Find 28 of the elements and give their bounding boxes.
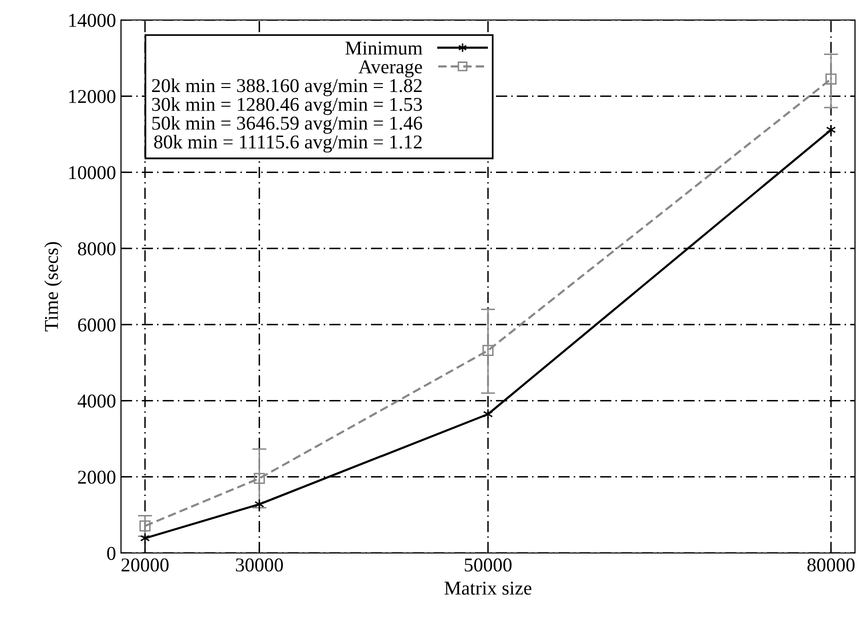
x-axis-title: Matrix size	[444, 582, 532, 595]
annotation: 50k min = 3646.59 avg/min = 1.46	[152, 116, 422, 134]
point	[139, 520, 151, 532]
annotation: 80k min = 11115.6 avg/min = 1.12	[154, 134, 422, 153]
point	[140, 532, 150, 544]
x-tick-label: 20000	[122, 558, 169, 572]
y-tick-label: 12000	[69, 90, 116, 104]
point	[825, 73, 837, 85]
y-tick-label: 14000	[69, 14, 116, 27]
point	[483, 408, 493, 420]
y-tick-label: 4000	[78, 394, 116, 408]
point	[254, 472, 265, 484]
y-tick-label: 2000	[78, 470, 116, 484]
x-tick-label: 50000	[464, 558, 512, 572]
annotation: 20k min = 388.160 avg/min = 1.82	[152, 78, 422, 96]
x-tick-label: 80000	[807, 558, 855, 572]
y-axis-title: Time (secs)	[44, 242, 62, 332]
legend-label: Minimum	[345, 42, 422, 55]
y-tick-label: 10000	[69, 166, 116, 180]
y-tick-label: 6000	[78, 318, 116, 332]
x-tick-label: 30000	[236, 558, 283, 572]
y-tick-label: 0	[107, 546, 116, 560]
annotation: 30k min = 1280.46 avg/min = 1.53	[152, 97, 422, 115]
y-tick-label: 8000	[78, 242, 116, 256]
point	[254, 498, 264, 510]
point	[826, 124, 836, 136]
legend-label: Average	[358, 60, 422, 78]
point	[482, 344, 494, 356]
